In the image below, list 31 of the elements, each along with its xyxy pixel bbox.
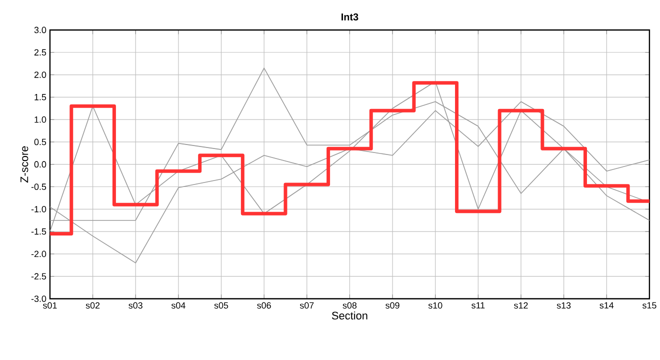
x-tick-label: s10 (428, 302, 442, 309)
x-tick-label: s01 (42, 302, 57, 309)
y-tick-label: -1.0 (31, 206, 46, 212)
chart-title: Int3 (342, 14, 358, 21)
y-tick-label: 2.0 (34, 72, 46, 78)
x-tick-label: s13 (556, 302, 571, 309)
x-tick-label: s05 (214, 302, 228, 309)
x-tick-label: s15 (642, 302, 656, 309)
x-axis-title: Section (332, 312, 368, 320)
y-tick-label: -2.0 (31, 250, 46, 258)
x-tick-label: s08 (342, 302, 357, 309)
y-tick-label: 3.0 (34, 26, 46, 34)
y-tick-label: 0.0 (34, 161, 46, 168)
y-tick-label: -0.5 (31, 184, 46, 190)
y-tick-label: -2.5 (31, 273, 46, 280)
x-tick-label: s11 (472, 302, 485, 309)
y-tick-label: -1.5 (31, 228, 46, 235)
y-tick-label: 1.0 (34, 116, 46, 123)
y-tick-label: -3.0 (31, 296, 46, 302)
x-tick-label: s12 (514, 302, 528, 309)
x-tick-label: s09 (386, 302, 400, 309)
x-tick-label: s14 (600, 302, 614, 309)
x-tick-label: s02 (86, 302, 100, 309)
y-tick-label: 1.5 (34, 94, 46, 100)
y-axis-title: Z-score (20, 146, 28, 183)
y-tick-label: 2.5 (34, 49, 46, 56)
x-tick-label: s03 (128, 302, 142, 309)
x-tick-label: s04 (171, 302, 186, 309)
x-tick-label: s07 (300, 302, 314, 309)
y-tick-label: 0.5 (34, 138, 46, 146)
x-tick-label: s06 (257, 302, 271, 309)
